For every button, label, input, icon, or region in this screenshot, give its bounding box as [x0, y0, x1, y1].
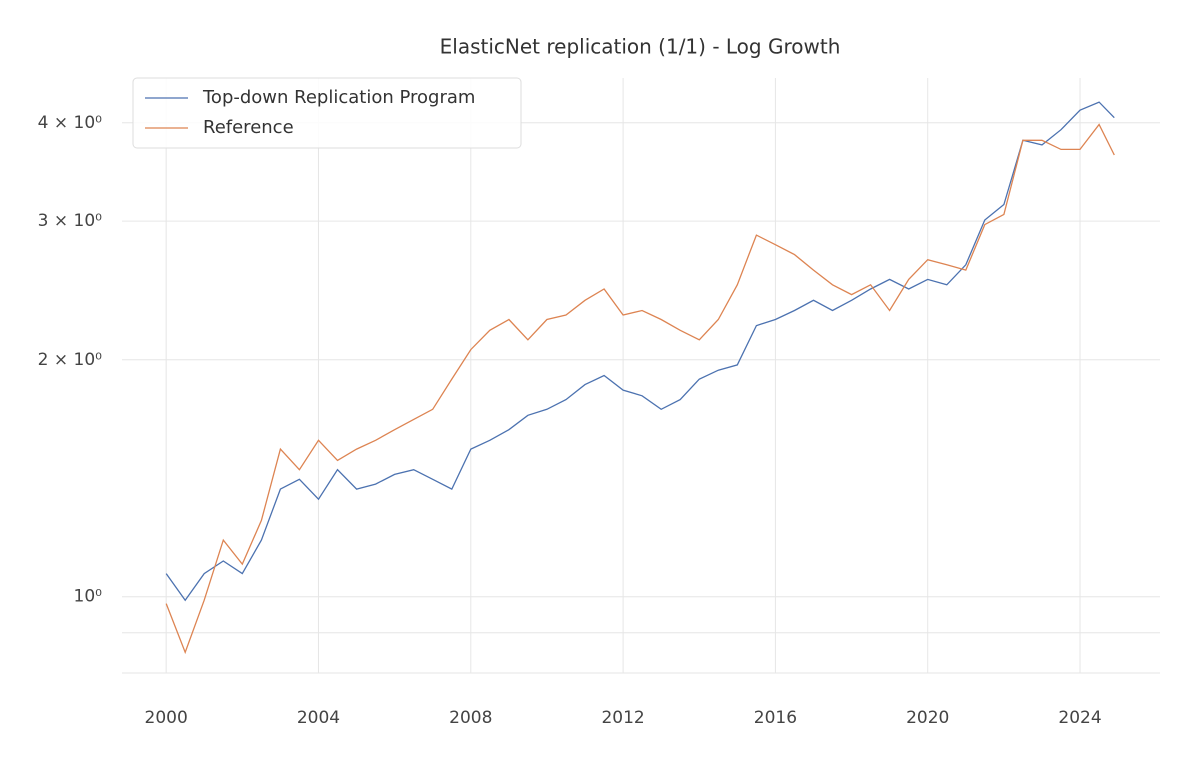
- x-tick-label: 2008: [449, 708, 492, 728]
- y-tick-label: 3 × 10⁰: [38, 211, 102, 231]
- x-tick-label: 2000: [145, 708, 188, 728]
- y-tick-label: 4 × 10⁰: [38, 113, 102, 133]
- legend-label: Reference: [203, 117, 294, 138]
- y-tick-label: 2 × 10⁰: [38, 350, 102, 370]
- y-tick-label: 10⁰: [74, 587, 103, 607]
- legend-label: Top-down Replication Program: [202, 87, 475, 108]
- chart-title: ElasticNet replication (1/1) - Log Growt…: [440, 35, 841, 59]
- x-tick-label: 2012: [601, 708, 644, 728]
- series-line: [165, 101, 1115, 602]
- x-tick-label: 2020: [906, 708, 949, 728]
- x-tick-label: 2004: [297, 708, 340, 728]
- series-line: [165, 123, 1115, 655]
- legend-box: [132, 77, 522, 149]
- x-tick-label: 2016: [754, 708, 797, 728]
- grid: [122, 78, 1160, 674]
- x-tick-label: 2024: [1058, 708, 1101, 728]
- legend: Top-down Replication Program Reference: [132, 77, 522, 149]
